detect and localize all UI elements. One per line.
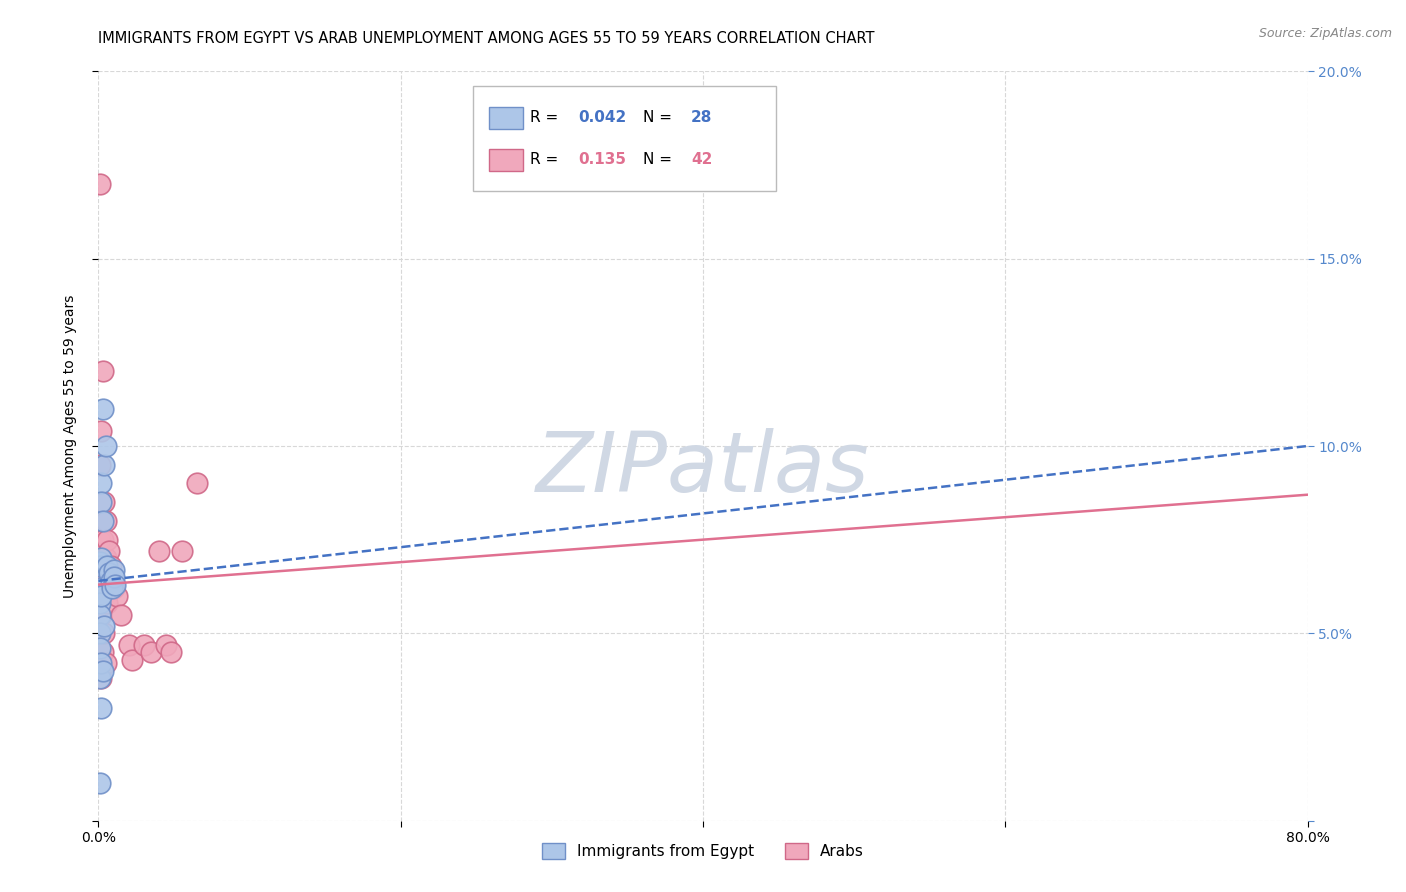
Point (89, 558, 111, 573)
Point (103, 582, 125, 596)
Point (155, 638, 177, 652)
Point (121, 652, 143, 666)
Point (94, 439, 117, 453)
Point (90, 495, 112, 509)
Point (90, 476, 112, 491)
Point (91, 533, 114, 547)
Point (91, 401, 114, 416)
Point (89, 582, 111, 596)
Point (90, 671, 112, 685)
Point (91, 514, 114, 528)
FancyBboxPatch shape (474, 87, 776, 191)
Text: Source: ZipAtlas.com: Source: ZipAtlas.com (1258, 27, 1392, 40)
Point (93, 626, 115, 640)
Legend: Immigrants from Egypt, Arabs: Immigrants from Egypt, Arabs (536, 838, 870, 865)
Point (89, 555, 111, 569)
Point (101, 582, 124, 596)
Text: N =: N = (643, 153, 672, 168)
Point (105, 589, 128, 603)
Point (103, 570, 125, 584)
Point (89, 626, 111, 640)
Point (103, 563, 125, 577)
Point (101, 570, 124, 584)
Point (89, 570, 111, 584)
Point (90, 424, 112, 438)
Point (98, 544, 121, 558)
Point (100, 574, 122, 588)
Point (100, 558, 122, 573)
Point (89, 177, 111, 191)
Point (170, 544, 193, 558)
Point (91, 664, 114, 678)
Point (94, 657, 117, 671)
Point (90, 607, 112, 622)
Point (132, 638, 155, 652)
Point (89, 626, 111, 640)
Point (89, 664, 111, 678)
Point (94, 514, 117, 528)
Point (90, 551, 112, 566)
Point (186, 476, 208, 491)
Point (94, 570, 117, 584)
Point (96, 596, 118, 610)
Point (89, 458, 111, 472)
Point (91, 645, 114, 659)
Point (98, 566, 121, 581)
Text: R =: R = (530, 111, 558, 125)
Point (89, 596, 111, 610)
Point (148, 544, 170, 558)
Point (93, 619, 115, 633)
Bar (489, 149, 523, 171)
Text: 0.135: 0.135 (578, 153, 627, 168)
Point (89, 607, 111, 622)
Point (89, 641, 111, 656)
Point (91, 364, 114, 378)
Text: 0.042: 0.042 (578, 111, 627, 125)
Text: N =: N = (643, 111, 672, 125)
Point (90, 589, 112, 603)
Bar (489, 106, 523, 129)
Point (89, 551, 111, 566)
Point (110, 607, 132, 622)
Point (89, 671, 111, 685)
Point (90, 657, 112, 671)
Text: 42: 42 (690, 153, 713, 168)
Point (160, 645, 183, 659)
Point (91, 589, 114, 603)
Point (96, 558, 118, 573)
Point (89, 533, 111, 547)
Point (93, 558, 115, 573)
Point (90, 558, 112, 573)
Point (104, 577, 127, 591)
Point (89, 589, 111, 603)
Text: ZIPatlas: ZIPatlas (536, 428, 870, 509)
Text: R =: R = (530, 153, 558, 168)
Point (118, 638, 141, 652)
Point (93, 495, 115, 509)
Point (94, 551, 117, 566)
Point (96, 533, 118, 547)
Text: IMMIGRANTS FROM EGYPT VS ARAB UNEMPLOYMENT AMONG AGES 55 TO 59 YEARS CORRELATION: IMMIGRANTS FROM EGYPT VS ARAB UNEMPLOYME… (98, 31, 875, 46)
Point (90, 701, 112, 715)
Y-axis label: Unemployment Among Ages 55 to 59 years: Unemployment Among Ages 55 to 59 years (63, 294, 77, 598)
Point (89, 645, 111, 659)
Point (93, 458, 115, 472)
Text: 28: 28 (690, 111, 713, 125)
Point (90, 514, 112, 528)
Point (141, 645, 163, 659)
Point (89, 776, 111, 790)
